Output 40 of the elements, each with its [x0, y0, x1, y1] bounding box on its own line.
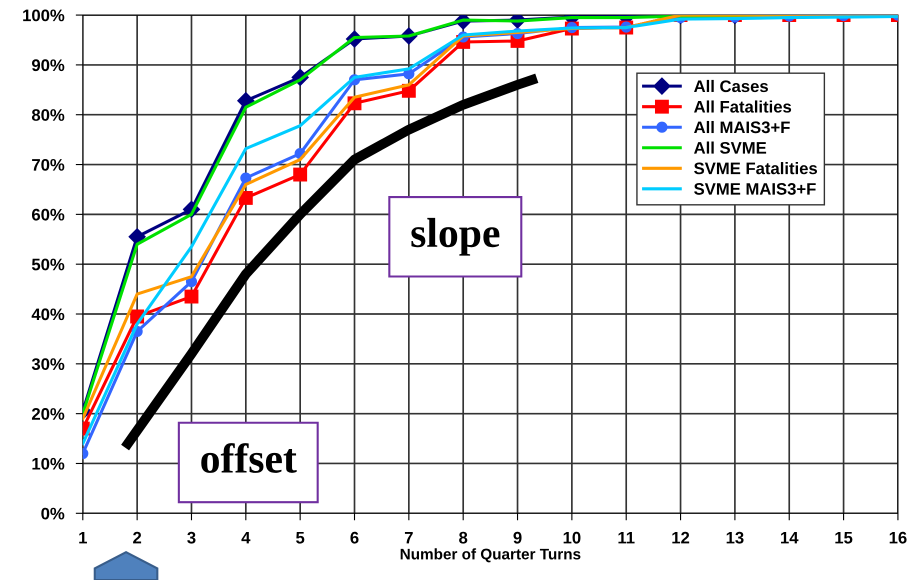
y-tick-label: 100%	[23, 9, 64, 22]
x-tick-label: 13	[726, 532, 744, 544]
y-tick-label: 40%	[32, 308, 64, 320]
x-tick-label: 11	[618, 532, 635, 544]
y-tick-label: 90%	[32, 59, 64, 72]
x-tick-label: 14	[781, 532, 798, 544]
x-tick-label: 10	[564, 532, 580, 544]
annotation: offset	[201, 443, 297, 473]
x-tick-label: 3	[187, 532, 196, 544]
y-tick-label: 60%	[32, 208, 64, 221]
x-tick-label: 2	[133, 532, 142, 544]
x-tick-label: 4	[241, 532, 250, 544]
x-axis-title: Number of Quarter Turns	[400, 548, 580, 562]
x-tick-label: 8	[459, 532, 468, 544]
legend-label: All Fatalities	[694, 100, 792, 113]
y-tick-label: 30%	[32, 358, 64, 370]
legend-label: All MAIS3+F	[694, 120, 790, 134]
x-tick-label: 7	[404, 532, 413, 544]
y-tick-label: 0%	[41, 508, 64, 520]
point	[293, 168, 308, 182]
x-tick-label: 6	[350, 532, 359, 544]
y-tick-label: 50%	[32, 258, 64, 270]
y-tick-label: 80%	[32, 109, 64, 121]
x-tick-label: 15	[835, 532, 852, 544]
x-tick-label: 5	[296, 532, 304, 544]
annotation: slope	[411, 218, 500, 256]
point	[184, 290, 198, 304]
x-tick-label: 16	[890, 532, 907, 544]
x-tick-label: 1	[79, 532, 87, 544]
point	[240, 172, 252, 184]
legend-label: All Cases	[694, 80, 768, 92]
x-tick-label: 9	[513, 532, 522, 544]
y-tick-label: 20%	[32, 408, 64, 420]
x-tick-label: 12	[672, 532, 690, 544]
y-tick-label: 10%	[32, 458, 64, 470]
y-tick-label: 70%	[32, 158, 64, 171]
point	[238, 190, 253, 205]
legend-label: SVME Fatalities	[694, 162, 818, 174]
legend-label: All SVME	[694, 142, 766, 154]
legend-label: SVME MAIS3+F	[694, 183, 816, 195]
